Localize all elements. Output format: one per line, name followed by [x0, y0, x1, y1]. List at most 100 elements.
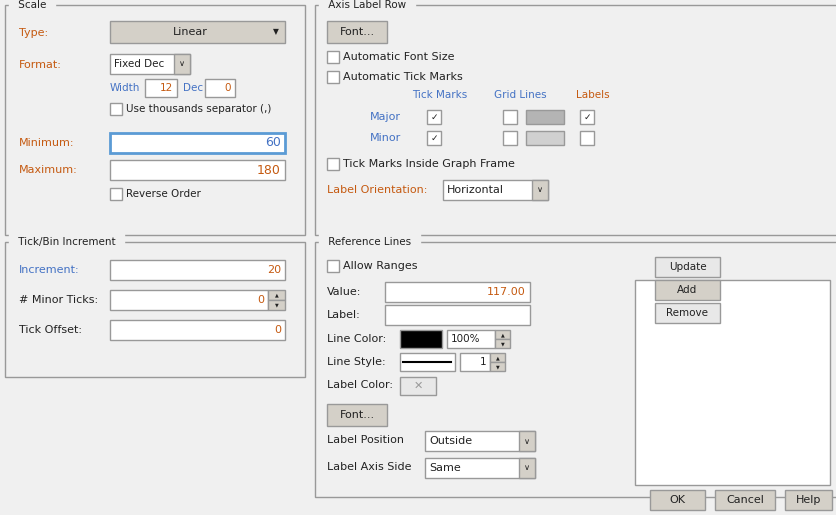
Bar — [426, 110, 441, 124]
Bar — [327, 260, 339, 272]
Bar — [385, 305, 529, 325]
Bar — [5, 5, 304, 235]
Bar — [268, 300, 285, 310]
Bar — [425, 431, 534, 451]
Text: Type:: Type: — [19, 28, 48, 38]
Bar — [525, 110, 563, 124]
Bar — [5, 242, 304, 377]
Text: Dec: Dec — [183, 83, 203, 93]
Text: Reverse Order: Reverse Order — [126, 189, 201, 199]
Text: ▼: ▼ — [500, 341, 504, 346]
Text: ▼: ▼ — [495, 364, 499, 369]
Text: Label Axis Side: Label Axis Side — [327, 462, 411, 472]
Bar — [650, 490, 704, 510]
Text: ▼: ▼ — [274, 302, 278, 307]
Text: ▼: ▼ — [273, 27, 278, 37]
Bar — [460, 353, 489, 371]
Bar — [145, 79, 176, 97]
Text: Outside: Outside — [429, 436, 472, 446]
Text: 0: 0 — [257, 295, 263, 305]
Bar — [110, 260, 285, 280]
Bar — [655, 303, 719, 323]
Text: ∨: ∨ — [537, 185, 543, 195]
Bar — [635, 280, 829, 485]
Text: 180: 180 — [257, 163, 281, 177]
Bar — [314, 5, 836, 235]
Bar — [579, 110, 594, 124]
Text: ∨: ∨ — [179, 60, 185, 68]
Bar — [110, 160, 285, 180]
Bar — [268, 290, 285, 300]
Bar — [385, 282, 529, 302]
Text: Horizontal: Horizontal — [446, 185, 503, 195]
Bar — [110, 320, 285, 340]
Text: Line Style:: Line Style: — [327, 357, 385, 367]
Bar — [400, 330, 441, 348]
Text: OK: OK — [669, 495, 685, 505]
Text: Width: Width — [110, 83, 140, 93]
Bar — [655, 280, 719, 300]
Text: Axis Label Row: Axis Label Row — [324, 0, 409, 10]
Text: Label Orientation:: Label Orientation: — [327, 185, 427, 195]
Text: Remove: Remove — [665, 308, 707, 318]
Bar — [205, 79, 235, 97]
Text: Label Position: Label Position — [327, 435, 404, 445]
Text: Tick Marks Inside Graph Frame: Tick Marks Inside Graph Frame — [343, 159, 514, 169]
Text: ∨: ∨ — [523, 437, 529, 445]
Text: # Minor Ticks:: # Minor Ticks: — [19, 295, 98, 305]
Text: Minor: Minor — [370, 133, 400, 143]
Bar — [502, 110, 517, 124]
Text: 12: 12 — [160, 83, 173, 93]
Text: Increment:: Increment: — [19, 265, 79, 275]
Text: Allow Ranges: Allow Ranges — [343, 261, 417, 271]
Bar — [400, 353, 455, 371]
Text: Minimum:: Minimum: — [19, 138, 74, 148]
Text: ▲: ▲ — [274, 293, 278, 298]
Text: ▲: ▲ — [500, 332, 504, 337]
Text: 0: 0 — [273, 325, 281, 335]
Text: ∨: ∨ — [523, 464, 529, 472]
Bar — [446, 330, 494, 348]
Bar — [494, 339, 509, 348]
Bar — [110, 290, 268, 310]
Text: Use thousands separator (,): Use thousands separator (,) — [126, 104, 271, 114]
Text: Format:: Format: — [19, 60, 62, 70]
Text: Major: Major — [370, 112, 400, 122]
Text: Cancel: Cancel — [725, 495, 763, 505]
Bar — [489, 353, 504, 362]
Text: ✓: ✓ — [430, 133, 437, 143]
Bar — [110, 188, 122, 200]
Text: Grid Lines: Grid Lines — [493, 90, 546, 100]
Text: ✓: ✓ — [430, 112, 437, 122]
Text: Reference Lines: Reference Lines — [324, 237, 414, 247]
Text: 60: 60 — [265, 136, 281, 149]
Bar — [110, 103, 122, 115]
Bar — [327, 71, 339, 83]
Text: ▲: ▲ — [495, 355, 499, 360]
Text: Automatic Tick Marks: Automatic Tick Marks — [343, 72, 462, 82]
Bar — [532, 180, 548, 200]
Text: Maximum:: Maximum: — [19, 165, 78, 175]
Text: ✓: ✓ — [583, 112, 590, 122]
Bar — [518, 458, 534, 478]
Bar — [525, 131, 563, 145]
Text: 1: 1 — [479, 357, 486, 367]
Text: 117.00: 117.00 — [487, 287, 525, 297]
Text: Labels: Labels — [575, 90, 609, 100]
Text: Tick Offset:: Tick Offset: — [19, 325, 82, 335]
Bar — [327, 158, 339, 170]
Text: Tick Marks: Tick Marks — [412, 90, 467, 100]
Bar — [327, 51, 339, 63]
Text: Label:: Label: — [327, 310, 360, 320]
Bar — [714, 490, 774, 510]
Bar — [518, 431, 534, 451]
Text: Value:: Value: — [327, 287, 361, 297]
Bar — [655, 257, 719, 277]
Text: Same: Same — [429, 463, 460, 473]
Bar — [327, 404, 386, 426]
Bar — [110, 54, 190, 74]
Text: 20: 20 — [267, 265, 281, 275]
Bar — [489, 362, 504, 371]
Text: Automatic Font Size: Automatic Font Size — [343, 52, 454, 62]
Text: Linear: Linear — [173, 27, 207, 37]
